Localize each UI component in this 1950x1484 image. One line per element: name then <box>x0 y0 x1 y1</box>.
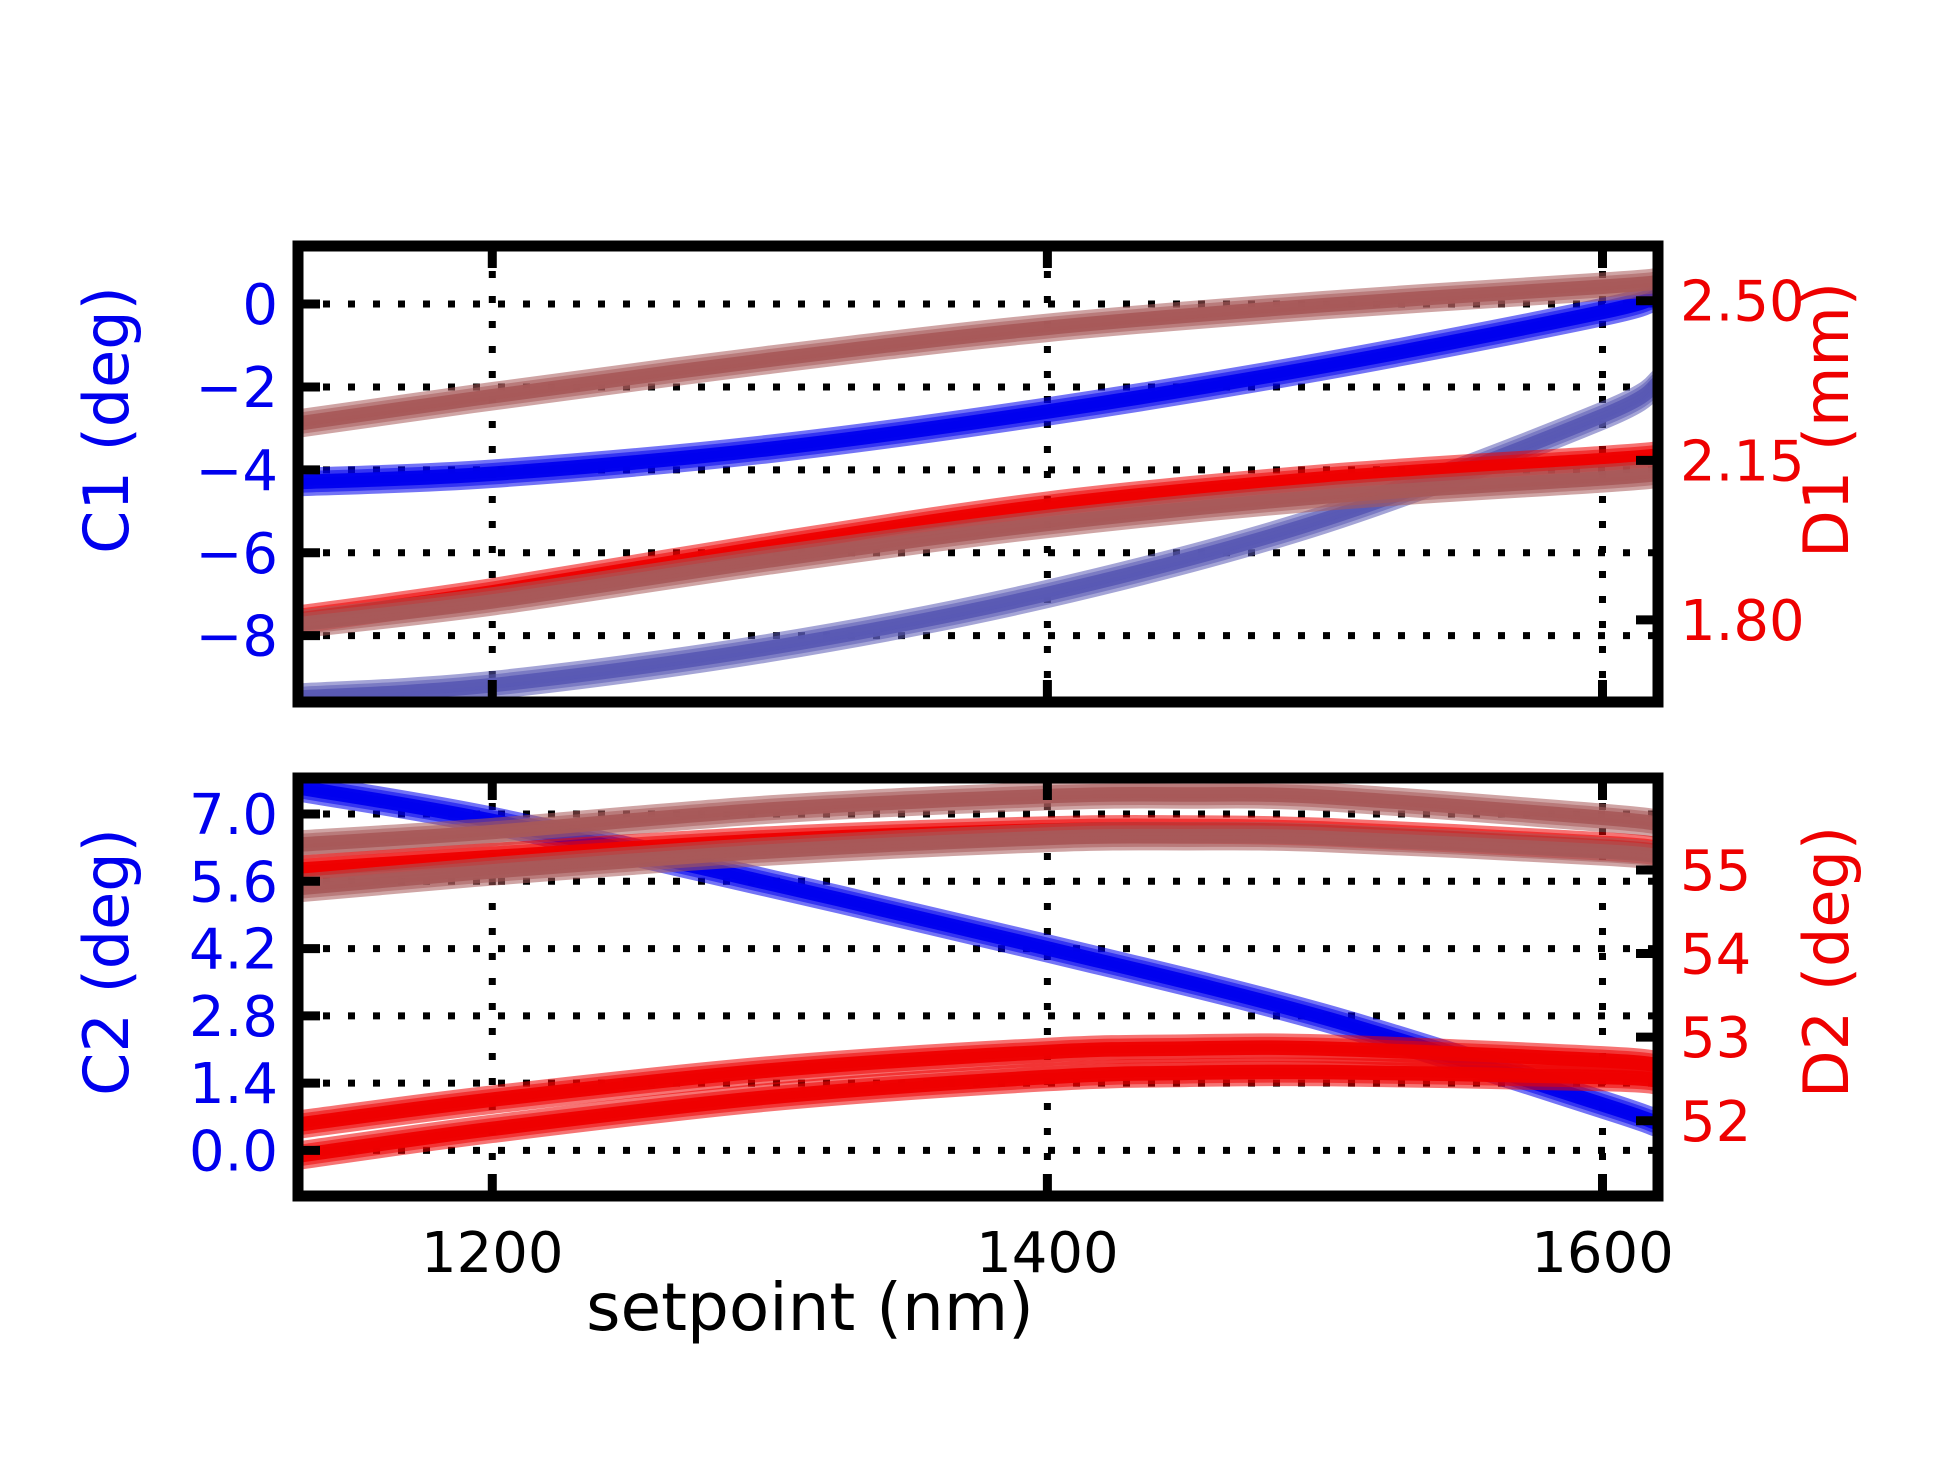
panel-bottom-D2-red-flat-low-stroke-5 <box>298 1075 1658 1170</box>
panel-bottom-D2-muted-lower-stroke-5 <box>298 839 1658 903</box>
panel-top <box>292 240 1664 708</box>
panel-top-series-group <box>298 268 1658 702</box>
panel-bottom-series-group <box>298 778 1658 1170</box>
panel-top-C1-band-lower-stroke-5 <box>298 385 1658 702</box>
chart-generated-layer <box>292 240 1664 1202</box>
panel-top-D1-muted-top-stroke-5 <box>298 285 1658 438</box>
panel-bottom <box>292 772 1664 1202</box>
panel-bottom-D2-muted-upper-stroke-5 <box>298 797 1658 859</box>
panel-bottom-frame <box>292 772 1664 1202</box>
panel-top-C1-band-upper-stroke-5 <box>298 298 1658 497</box>
panel-top-D1-band-lower-stroke-5 <box>298 477 1658 639</box>
